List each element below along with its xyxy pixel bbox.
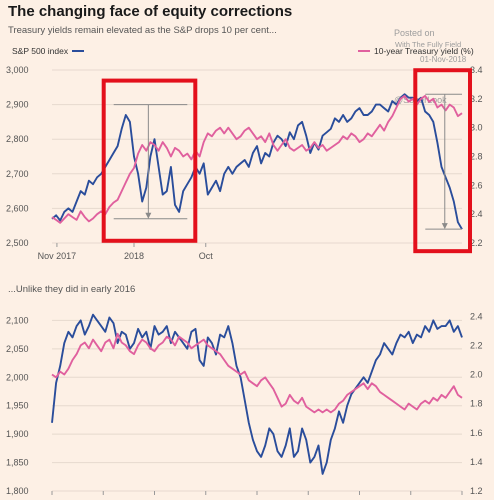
chart1-drop-arrow-head-2 [441,223,448,230]
chart2-left-tick-label: 1,950 [6,401,29,411]
chart1-x-tick-label: Oct [199,251,214,261]
chart2-sp500-line [51,313,463,475]
chart2-left-tick-label: 2,050 [6,344,29,354]
chart1-left-tick-label: 2,700 [6,169,29,179]
chart1-highlight-box-2 [413,68,472,254]
chart1-left-tick-label: 2,900 [6,100,29,110]
chart1-right-tick-label: 2.6 [470,180,483,190]
chart1-x-tick-label: 2018 [124,251,144,261]
chart2-right-tick-label: 2.2 [470,340,483,350]
chart2-left-tick-label: 1,850 [6,458,29,468]
legend-treasury: 10-year Treasury yield (%) [358,46,474,56]
chart2-subtitle: ...Unlike they did in early 2016 [8,284,136,295]
chart2-right-tick-label: 2.0 [470,370,483,380]
chart1-highlight-box-1 [101,78,198,243]
chart1-right-tick-label: 2.4 [470,209,483,219]
chart1-right-tick-label: 2.2 [470,238,483,248]
watermark-line3: 01-Nov-2018 [420,55,467,64]
chart1-right-tick-label: 3.4 [470,65,483,75]
chart-subtitle: Treasury yields remain elevated as the S… [8,25,277,36]
chart1-right-tick-label: 2.8 [470,152,483,162]
chart2-right-tick-label: 1.6 [470,428,483,438]
chart1-treasury-line [51,94,463,224]
chart1-left-tick-label: 2,500 [6,238,29,248]
watermark-line1: Posted on [394,28,435,38]
chart1-right-tick-label: 3.0 [470,123,483,133]
chart2-left-tick-label: 2,100 [6,315,29,325]
watermark-line2: With The Fully Field [395,40,462,49]
legend-treasury-swatch [358,50,370,52]
chart2-left-tick-label: 1,900 [6,429,29,439]
chart1-left-tick-label: 3,000 [6,65,29,75]
chart2-right-tick-label: 1.8 [470,399,483,409]
chart2-right-tick-label: 2.4 [470,311,483,321]
legend-sp500-swatch [72,50,85,52]
chart1-left-tick-label: 2,600 [6,203,29,213]
legend-sp500-label: S&P 500 index [12,46,69,56]
chart2-treasury-line [51,332,463,414]
chart2-left-tick-label: 2,000 [6,372,29,382]
chart1-right-tick-label: 3.2 [470,94,483,104]
chart2-left-tick-label: 1,800 [6,486,29,496]
legend-sp500: S&P 500 index [12,46,85,56]
chart1-x-tick-label: Nov 2017 [38,251,77,261]
chart2-right-tick-label: 1.4 [470,457,483,467]
chart1-sp500-line [51,93,463,230]
chart1-left-tick-label: 2,800 [6,134,29,144]
legend-treasury-label: 10-year Treasury yield (%) [374,46,474,56]
chart1-drop-arrow-head-1 [145,212,152,219]
chart-title: The changing face of equity corrections [8,3,293,20]
chart2-right-tick-label: 1.2 [470,486,483,496]
